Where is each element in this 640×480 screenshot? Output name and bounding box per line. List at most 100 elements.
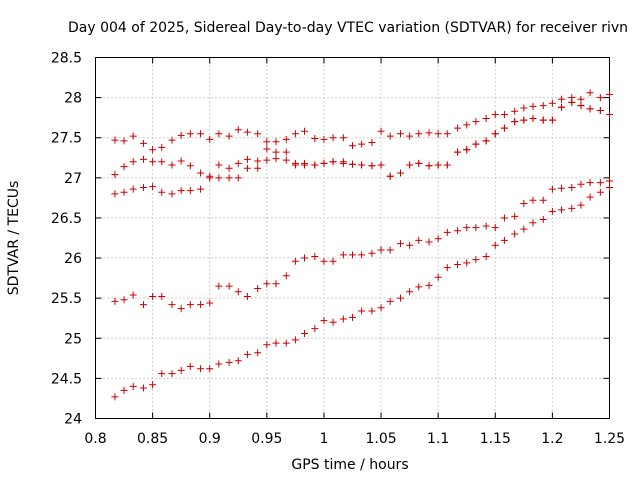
x-tick-label: 1 bbox=[319, 431, 328, 447]
x-tick-label: 0.9 bbox=[199, 431, 221, 447]
data-point bbox=[149, 158, 157, 166]
data-point bbox=[548, 99, 556, 107]
data-point bbox=[577, 180, 585, 188]
y-tick-labels: 24 24.5 25 25.5 26 26.5 27 27.5 28 28.5 bbox=[51, 51, 82, 428]
data-point bbox=[511, 118, 519, 126]
data-point bbox=[396, 169, 404, 177]
data-point bbox=[463, 146, 471, 154]
data-point bbox=[482, 114, 490, 122]
data-point bbox=[329, 134, 337, 142]
data-point bbox=[596, 179, 604, 187]
data-point bbox=[539, 216, 547, 224]
data-point bbox=[139, 155, 147, 163]
data-point bbox=[454, 227, 462, 235]
data-point bbox=[139, 183, 147, 191]
data-point bbox=[197, 169, 205, 177]
data-point bbox=[206, 299, 214, 307]
data-point bbox=[111, 297, 119, 305]
data-point bbox=[243, 128, 251, 136]
x-tick-label: 1.25 bbox=[594, 431, 625, 447]
data-point bbox=[243, 155, 251, 163]
data-point bbox=[386, 246, 394, 254]
data-point bbox=[120, 386, 128, 394]
data-point bbox=[149, 381, 157, 389]
data-point bbox=[301, 254, 309, 262]
data-point bbox=[291, 336, 299, 344]
data-point bbox=[377, 127, 385, 135]
data-point bbox=[254, 157, 262, 165]
x-tick-label: 0.95 bbox=[251, 431, 282, 447]
data-point bbox=[301, 159, 309, 167]
data-point bbox=[206, 174, 214, 182]
x-tick-label: 1.1 bbox=[427, 431, 449, 447]
data-point bbox=[339, 134, 347, 142]
data-point bbox=[386, 172, 394, 180]
data-point bbox=[215, 130, 223, 138]
data-point bbox=[586, 105, 594, 113]
data-point bbox=[425, 238, 433, 246]
data-point bbox=[177, 187, 185, 195]
data-point bbox=[215, 282, 223, 290]
data-point bbox=[158, 293, 166, 301]
x-tick-label: 1.2 bbox=[541, 431, 563, 447]
data-point bbox=[386, 132, 394, 140]
data-point bbox=[311, 161, 319, 169]
data-point bbox=[168, 136, 176, 144]
data-point bbox=[254, 349, 262, 357]
data-point bbox=[500, 110, 508, 118]
data-point bbox=[254, 285, 262, 293]
data-point bbox=[349, 142, 356, 150]
data-point bbox=[320, 317, 328, 325]
data-point bbox=[529, 196, 537, 204]
data-point bbox=[358, 307, 366, 315]
data-point bbox=[339, 159, 347, 167]
data-point bbox=[558, 206, 566, 214]
data-point bbox=[500, 236, 508, 244]
data-point bbox=[558, 95, 566, 103]
data-point bbox=[329, 158, 337, 166]
data-point bbox=[368, 162, 376, 170]
data-point bbox=[120, 296, 128, 304]
data-point bbox=[358, 251, 366, 259]
data-point bbox=[225, 358, 233, 366]
y-tick-label: 25.5 bbox=[51, 291, 82, 307]
data-point bbox=[272, 138, 280, 146]
data-markers bbox=[111, 89, 613, 401]
data-point bbox=[301, 127, 309, 135]
data-point bbox=[349, 160, 356, 168]
data-point bbox=[186, 130, 194, 138]
data-point bbox=[254, 164, 262, 172]
data-point bbox=[415, 159, 423, 167]
data-point bbox=[434, 130, 442, 138]
data-point bbox=[434, 235, 442, 243]
data-point bbox=[425, 162, 433, 170]
data-point bbox=[282, 339, 290, 347]
data-point bbox=[129, 291, 137, 299]
data-point bbox=[596, 94, 604, 102]
data-point bbox=[377, 246, 385, 254]
data-point bbox=[377, 304, 385, 312]
x-tick-label: 0.85 bbox=[137, 431, 168, 447]
data-point bbox=[539, 116, 547, 124]
y-axis-label: SDTVAR / TECUs bbox=[6, 181, 22, 296]
data-point bbox=[529, 102, 537, 110]
data-point bbox=[111, 171, 119, 179]
data-point bbox=[234, 288, 242, 296]
data-point bbox=[272, 148, 280, 156]
data-point bbox=[386, 297, 394, 305]
y-tick-label: 25 bbox=[64, 331, 82, 347]
data-point bbox=[282, 156, 290, 164]
data-point bbox=[596, 106, 604, 114]
data-point bbox=[577, 102, 585, 110]
data-point bbox=[177, 366, 185, 374]
data-point bbox=[243, 350, 251, 358]
data-point bbox=[443, 264, 451, 272]
data-point bbox=[215, 161, 223, 169]
data-point bbox=[568, 183, 576, 191]
data-point bbox=[434, 161, 442, 169]
data-point bbox=[472, 140, 480, 148]
data-point bbox=[320, 159, 328, 167]
x-tick-labels: 0.8 0.85 0.9 0.95 1 1.05 1.1 1.15 1.2 1.25 bbox=[84, 431, 625, 447]
data-point bbox=[186, 362, 194, 370]
data-point bbox=[320, 135, 328, 143]
